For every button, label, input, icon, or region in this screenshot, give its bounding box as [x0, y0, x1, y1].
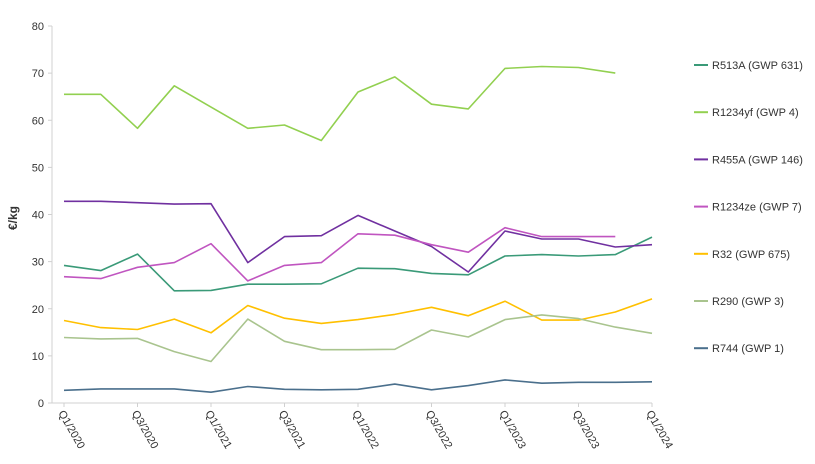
y-tick-label: 70: [32, 68, 44, 80]
series-line: [63, 226, 616, 282]
y-tick-label: 30: [32, 257, 44, 269]
legend-label: R1234ze (GWP 7): [712, 202, 802, 214]
y-tick-label: 0: [38, 398, 44, 410]
x-tick-label: Q1/2020: [55, 409, 86, 452]
series-line: [63, 298, 653, 334]
series-line: [64, 200, 653, 273]
legend-label: R1234yf (GWP 4): [712, 107, 799, 119]
y-tick-label: 20: [32, 304, 44, 316]
x-tick-label: Q1/2021: [202, 409, 233, 452]
x-tick-label: Q1/2023: [496, 409, 527, 452]
x-tick-label: Q1/2022: [349, 409, 380, 452]
series-line: [63, 236, 653, 292]
x-tick-label: Q3/2021: [276, 409, 307, 452]
y-tick-label: 50: [32, 162, 44, 174]
y-tick-label: 60: [32, 115, 44, 127]
legend: R513A (GWP 631) R1234yf (GWP 4) R455A (GWP…: [694, 60, 803, 355]
series-line: [63, 314, 653, 363]
x-tick-label: Q3/2023: [570, 409, 601, 452]
x-tick-label: Q1/2024: [643, 409, 674, 452]
y-axis-label: €/kg: [6, 206, 20, 230]
x-tick-label: Q3/2022: [423, 409, 454, 452]
legend-label: R455A (GWP 146): [712, 154, 803, 166]
y-tick-label: 10: [32, 351, 44, 363]
y-tick-label: 40: [32, 210, 44, 222]
series-group: [63, 65, 653, 393]
legend-label: R290 (GWP 3): [712, 296, 784, 308]
legend-label: R744 (GWP 1): [712, 343, 784, 355]
y-tick-label: 80: [32, 21, 44, 33]
legend-label: R32 (GWP 675): [712, 249, 790, 261]
x-tick-label: Q3/2020: [129, 409, 160, 452]
series-line: [63, 379, 653, 393]
series-line: [64, 65, 616, 142]
legend-label: R513A (GWP 631): [712, 60, 803, 72]
